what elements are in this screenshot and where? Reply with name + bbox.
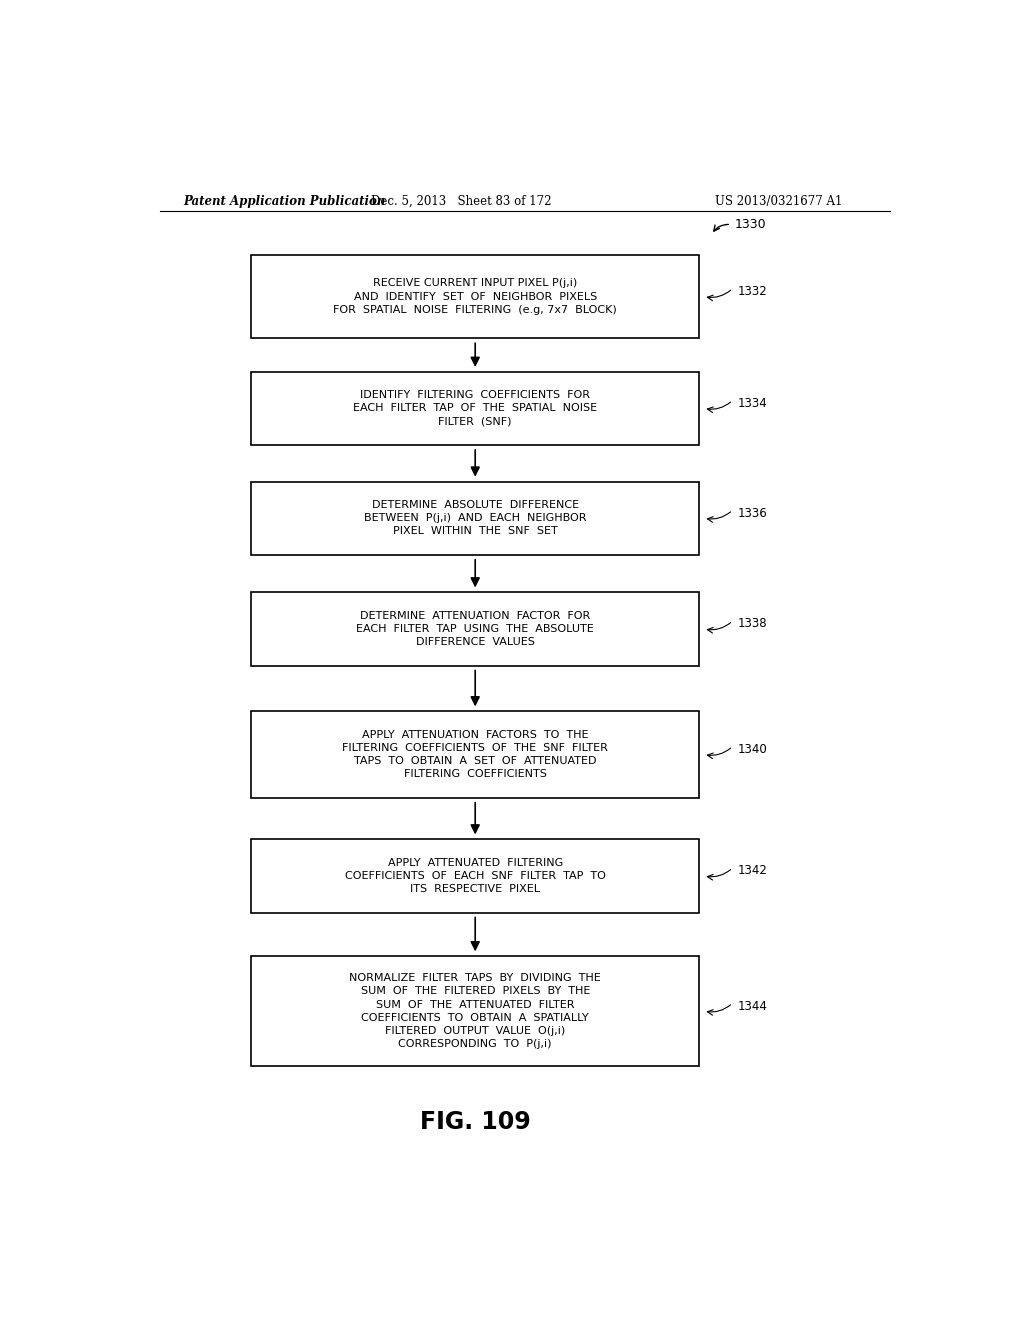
- Text: 1342: 1342: [737, 865, 767, 878]
- Text: RECEIVE CURRENT INPUT PIXEL P(j,i): RECEIVE CURRENT INPUT PIXEL P(j,i): [373, 279, 578, 288]
- Text: 1334: 1334: [737, 397, 767, 409]
- Text: DIFFERENCE  VALUES: DIFFERENCE VALUES: [416, 638, 535, 647]
- Text: FILTERED  OUTPUT  VALUE  O(j,i): FILTERED OUTPUT VALUE O(j,i): [385, 1026, 565, 1036]
- Text: EACH  FILTER  TAP  USING  THE  ABSOLUTE: EACH FILTER TAP USING THE ABSOLUTE: [356, 624, 594, 634]
- Text: PIXEL  WITHIN  THE  SNF  SET: PIXEL WITHIN THE SNF SET: [393, 527, 558, 536]
- Text: EACH  FILTER  TAP  OF  THE  SPATIAL  NOISE: EACH FILTER TAP OF THE SPATIAL NOISE: [353, 404, 597, 413]
- Text: 1332: 1332: [737, 285, 767, 298]
- Text: BETWEEN  P(j,i)  AND  EACH  NEIGHBOR: BETWEEN P(j,i) AND EACH NEIGHBOR: [364, 513, 587, 523]
- Text: 1344: 1344: [737, 999, 767, 1012]
- Text: SUM  OF  THE  ATTENUATED  FILTER: SUM OF THE ATTENUATED FILTER: [376, 999, 574, 1010]
- Text: COEFFICIENTS  TO  OBTAIN  A  SPATIALLY: COEFFICIENTS TO OBTAIN A SPATIALLY: [361, 1012, 589, 1023]
- Text: COEFFICIENTS  OF  EACH  SNF  FILTER  TAP  TO: COEFFICIENTS OF EACH SNF FILTER TAP TO: [345, 871, 605, 880]
- Bar: [251, 255, 699, 338]
- Text: 1340: 1340: [737, 743, 767, 756]
- Text: US 2013/0321677 A1: US 2013/0321677 A1: [715, 194, 843, 207]
- Text: 1336: 1336: [737, 507, 767, 520]
- Text: 1330: 1330: [735, 218, 767, 231]
- Text: FIG. 109: FIG. 109: [420, 1110, 530, 1134]
- Bar: [251, 956, 699, 1067]
- Text: FILTERING  COEFFICIENTS: FILTERING COEFFICIENTS: [403, 770, 547, 779]
- Text: DETERMINE  ATTENUATION  FACTOR  FOR: DETERMINE ATTENUATION FACTOR FOR: [360, 611, 590, 620]
- Text: APPLY  ATTENUATION  FACTORS  TO  THE: APPLY ATTENUATION FACTORS TO THE: [361, 730, 589, 739]
- Text: CORRESPONDING  TO  P(j,i): CORRESPONDING TO P(j,i): [398, 1039, 552, 1049]
- Bar: [251, 593, 699, 665]
- Text: Dec. 5, 2013   Sheet 83 of 172: Dec. 5, 2013 Sheet 83 of 172: [371, 194, 552, 207]
- Text: NORMALIZE  FILTER  TAPS  BY  DIVIDING  THE: NORMALIZE FILTER TAPS BY DIVIDING THE: [349, 973, 601, 983]
- Bar: [251, 482, 699, 554]
- Text: TAPS  TO  OBTAIN  A  SET  OF  ATTENUATED: TAPS TO OBTAIN A SET OF ATTENUATED: [354, 756, 596, 766]
- Text: FILTER  (SNF): FILTER (SNF): [438, 417, 512, 426]
- Bar: [251, 372, 699, 445]
- Bar: [251, 840, 699, 912]
- Text: SUM  OF  THE  FILTERED  PIXELS  BY  THE: SUM OF THE FILTERED PIXELS BY THE: [360, 986, 590, 997]
- Text: FOR  SPATIAL  NOISE  FILTERING  (e.g, 7x7  BLOCK): FOR SPATIAL NOISE FILTERING (e.g, 7x7 BL…: [334, 305, 617, 315]
- Text: DETERMINE  ABSOLUTE  DIFFERENCE: DETERMINE ABSOLUTE DIFFERENCE: [372, 500, 579, 510]
- Text: FILTERING  COEFFICIENTS  OF  THE  SNF  FILTER: FILTERING COEFFICIENTS OF THE SNF FILTER: [342, 743, 608, 752]
- Text: IDENTIFY  FILTERING  COEFFICIENTS  FOR: IDENTIFY FILTERING COEFFICIENTS FOR: [360, 391, 590, 400]
- Text: ITS  RESPECTIVE  PIXEL: ITS RESPECTIVE PIXEL: [411, 884, 541, 894]
- Text: 1338: 1338: [737, 618, 767, 631]
- Text: Patent Application Publication: Patent Application Publication: [183, 194, 386, 207]
- Text: AND  IDENTIFY  SET  OF  NEIGHBOR  PIXELS: AND IDENTIFY SET OF NEIGHBOR PIXELS: [353, 292, 597, 302]
- Bar: [251, 711, 699, 797]
- Text: APPLY  ATTENUATED  FILTERING: APPLY ATTENUATED FILTERING: [387, 858, 563, 867]
